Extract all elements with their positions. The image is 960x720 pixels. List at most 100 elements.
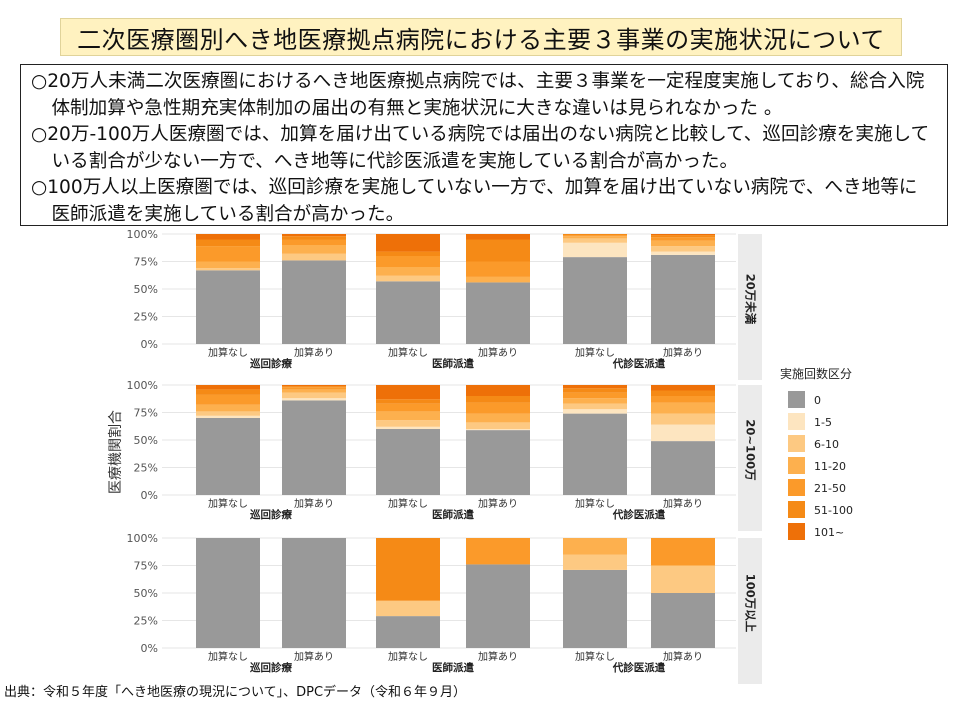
group-label: 巡回診療 [250,357,292,370]
bar-segment-51-100 [282,386,346,388]
bar-segment-21-50 [651,237,715,241]
x-tick-label: 加算あり [478,650,518,663]
bar-segment-6-10 [563,238,627,243]
bar-segment-11-20 [651,402,715,414]
bar-segment-1-5 [563,409,627,414]
bar-segment-11-20 [196,404,260,412]
y-tick-label: 25% [134,615,158,628]
bar-segment-11-20 [563,538,627,555]
legend-swatch [788,435,805,452]
bar-segment-6-10 [563,403,627,410]
x-tick-label: 加算あり [663,497,703,510]
y-tick-label: 50% [134,283,158,296]
facet-strip [738,385,762,531]
bar-segment-21-50 [651,538,715,566]
bar-segment-11-20 [466,413,530,423]
legend-item-label: 6-10 [814,438,839,451]
group-label: 巡回診療 [250,661,292,674]
bar-segment-6-10 [196,268,260,271]
bar-segment-0 [563,413,627,495]
bar-segment-51-100 [376,538,440,601]
y-tick-label: 100% [127,228,158,241]
bar-segment-11-20 [651,240,715,247]
bar-segment-1-5 [282,398,346,401]
y-tick-label: 0% [141,338,158,351]
legend-item-label: 101~ [814,526,844,539]
x-tick-label: 加算あり [294,346,334,359]
x-tick-label: 加算あり [478,497,518,510]
bar-segment-0 [466,564,530,648]
legend-swatch [788,413,805,430]
bar-segment-6-10 [376,600,440,617]
y-tick-label: 75% [134,560,158,573]
y-tick-label: 25% [134,462,158,475]
bar-segment-51-100 [563,388,627,393]
bar-segment-21-50 [196,394,260,405]
x-tick-label: 加算なし [575,497,615,510]
bar-segment-101plus [376,234,440,252]
bar-segment-11-20 [282,245,346,254]
legend-swatch [788,523,805,540]
legend-item-label: 1-5 [814,416,832,429]
bar-segment-6-10 [376,275,440,282]
bar-segment-51-100 [466,396,530,403]
bar-segment-51-100 [466,239,530,262]
legend-swatch [788,457,805,474]
bar-segment-0 [376,281,440,344]
group-label: 医師派遣 [432,508,474,521]
x-tick-label: 加算あり [294,497,334,510]
summary-point-1: ○20万人未満二次医療圏におけるへき地医療拠点病院では、主要３事業を一定程度実施… [31,71,925,119]
bar-segment-0 [651,441,715,495]
bar-segment-6-10 [282,392,346,399]
bar-segment-11-20 [563,236,627,239]
bar-segment-0 [466,430,530,495]
bar-segment-0 [376,429,440,495]
bar-segment-21-50 [376,403,440,412]
x-tick-label: 加算あり [294,650,334,663]
bar-segment-101plus [376,385,440,400]
bar-segment-101plus [466,234,530,240]
bar-segment-11-20 [563,398,627,404]
bar-segment-21-50 [282,387,346,390]
bar-segment-11-20 [196,261,260,269]
bar-segment-0 [196,538,260,648]
summary-point-3: ○100万人以上医療圏では、巡回診療を実施していない一方で、加算を届け出ていない… [31,177,918,225]
bar-segment-21-50 [196,246,260,262]
x-tick-label: 加算なし [388,650,428,663]
bar-segment-0 [563,569,627,648]
facet-strip [738,234,762,380]
bar-segment-0 [196,270,260,344]
bar-segment-51-100 [651,390,715,396]
x-tick-label: 加算なし [575,346,615,359]
y-tick-label: 100% [127,532,158,545]
legend-swatch [788,479,805,496]
bar-segment-1-5 [196,415,260,418]
summary-point-2: ○20万-100万人医療圏では、加算を届け出ている病院では届出のない病院と比較し… [31,124,930,172]
y-tick-label: 75% [134,407,158,420]
group-label: 巡回診療 [250,508,292,521]
group-label: 代診医派遣 [612,508,666,521]
y-tick-label: 50% [134,587,158,600]
bar-segment-101plus [282,385,346,387]
y-tick-label: 25% [134,311,158,324]
bar-segment-101plus [196,234,260,240]
x-tick-label: 加算なし [208,650,248,663]
group-label: 代診医派遣 [612,661,666,674]
bar-segment-21-50 [466,538,530,565]
facet-label: 20~100万 [744,419,758,481]
bar-segment-21-50 [282,239,346,245]
bar-segment-51-100 [196,389,260,395]
bar-segment-11-20 [376,411,440,421]
legend-swatch [788,501,805,518]
bar-segment-6-10 [563,554,627,570]
bar-segment-6-10 [282,253,346,261]
bar-segment-0 [282,538,346,648]
bar-segment-21-50 [466,402,530,414]
page-title: 二次医療圏別へき地医療拠点病院における主要３事業の実施状況について [60,18,902,56]
bar-segment-6-10 [196,411,260,416]
x-tick-label: 加算あり [663,650,703,663]
y-tick-label: 0% [141,489,158,502]
bar-segment-101plus [651,385,715,391]
bar-segment-101plus [651,234,715,236]
summary-box: ○20万人未満二次医療圏におけるへき地医療拠点病院では、主要３事業を一定程度実施… [20,64,948,226]
